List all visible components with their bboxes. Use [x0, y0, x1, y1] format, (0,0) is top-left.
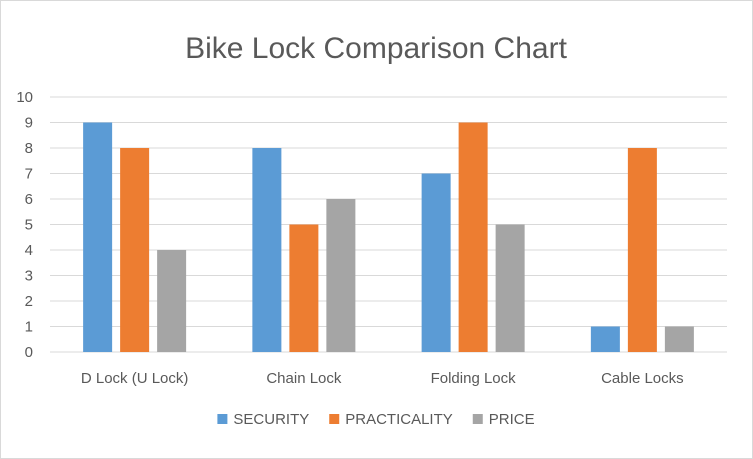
y-tick-label: 7	[25, 166, 33, 183]
y-tick-label: 0	[25, 344, 33, 361]
y-tick-label: 8	[25, 140, 33, 157]
y-tick-label: 4	[25, 242, 33, 259]
bar-practicality-2	[458, 122, 488, 352]
y-tick-label: 1	[25, 319, 33, 336]
bar-security-2	[421, 173, 451, 352]
bar-security-3	[590, 326, 620, 352]
y-tick-label: 9	[25, 115, 33, 132]
bar-security-0	[83, 122, 113, 352]
legend-label: PRICE	[489, 411, 535, 428]
y-tick-label: 3	[25, 268, 33, 285]
legend-item: PRACTICALITY	[329, 411, 453, 428]
x-category-label: Folding Lock	[431, 370, 517, 387]
legend: SECURITY PRACTICALITY PRICE	[217, 411, 535, 428]
legend-swatch	[217, 414, 228, 424]
legend-swatch	[472, 414, 483, 424]
y-tick-label: 5	[25, 217, 33, 234]
y-axis-ticks: 0 1 2 3 4 5 6 7 8 9 10	[16, 89, 33, 361]
legend-item: PRICE	[472, 411, 535, 428]
x-category-label: Cable Locks	[601, 370, 684, 387]
y-tick-label: 10	[16, 89, 33, 106]
y-tick-label: 6	[25, 191, 33, 208]
x-category-label: D Lock (U Lock)	[81, 370, 189, 387]
category-labels: D Lock (U Lock) Chain Lock Folding Lock Cab…	[81, 370, 684, 387]
chart-title: Bike Lock Comparison Chart	[185, 32, 567, 65]
bar-price-2	[495, 224, 525, 352]
bar-price-0	[157, 250, 187, 352]
bar-price-1	[326, 199, 356, 352]
y-tick-label: 2	[25, 293, 33, 310]
legend-label: PRACTICALITY	[345, 411, 453, 428]
legend-swatch	[329, 414, 340, 424]
x-category-label: Chain Lock	[266, 370, 342, 387]
bar-practicality-0	[120, 148, 150, 352]
bar-security-1	[252, 148, 282, 352]
legend-item: SECURITY	[217, 411, 309, 428]
bar-practicality-1	[289, 224, 319, 352]
bar-price-3	[664, 326, 694, 352]
bar-practicality-3	[627, 148, 657, 352]
bars	[83, 122, 694, 352]
legend-label: SECURITY	[233, 411, 309, 428]
gridlines	[50, 96, 727, 353]
